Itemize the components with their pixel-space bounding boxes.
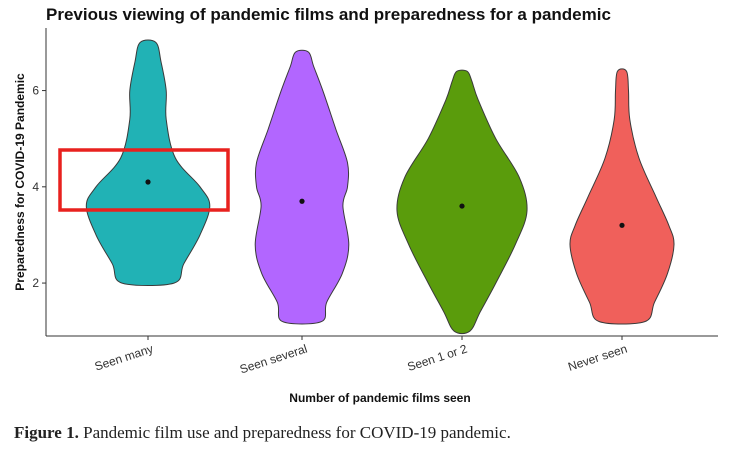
mean-point — [145, 179, 151, 185]
mean-points-layer — [145, 179, 625, 228]
y-axis-title: Preparedness for COVID-19 Pandemic — [13, 73, 27, 291]
y-ticks: 2 4 6 — [32, 84, 46, 290]
violin-never-seen — [569, 68, 675, 325]
mean-point — [299, 198, 305, 204]
x-tick-label: Never seen — [566, 342, 629, 374]
violin-seen-many — [85, 39, 211, 286]
figure-caption: Figure 1. Pandemic film use and prepared… — [14, 423, 511, 443]
x-tick-label: Seen several — [238, 342, 309, 377]
chart-title: Previous viewing of pandemic films and p… — [46, 5, 611, 24]
y-tick-label: 6 — [32, 84, 39, 98]
highlight-box — [58, 148, 230, 212]
violin-seen-1-or-2 — [396, 69, 528, 335]
x-tick-label: Seen 1 or 2 — [406, 341, 470, 374]
x-ticks: Seen many Seen several Seen 1 or 2 Never se… — [93, 336, 629, 376]
x-axis-title: Number of pandemic films seen — [289, 391, 470, 405]
violin-layer — [85, 39, 675, 335]
violin-chart: Previous viewing of pandemic films and p… — [13, 5, 718, 405]
y-tick-label: 2 — [32, 276, 39, 290]
mean-point — [619, 222, 625, 228]
figure-label: Figure 1. — [14, 423, 79, 442]
y-tick-label: 4 — [32, 180, 39, 194]
x-tick-label: Seen many — [93, 342, 155, 374]
violin-seen-several — [254, 49, 350, 325]
figure-caption-text: Pandemic film use and preparedness for C… — [78, 423, 511, 442]
mean-point — [459, 203, 465, 209]
